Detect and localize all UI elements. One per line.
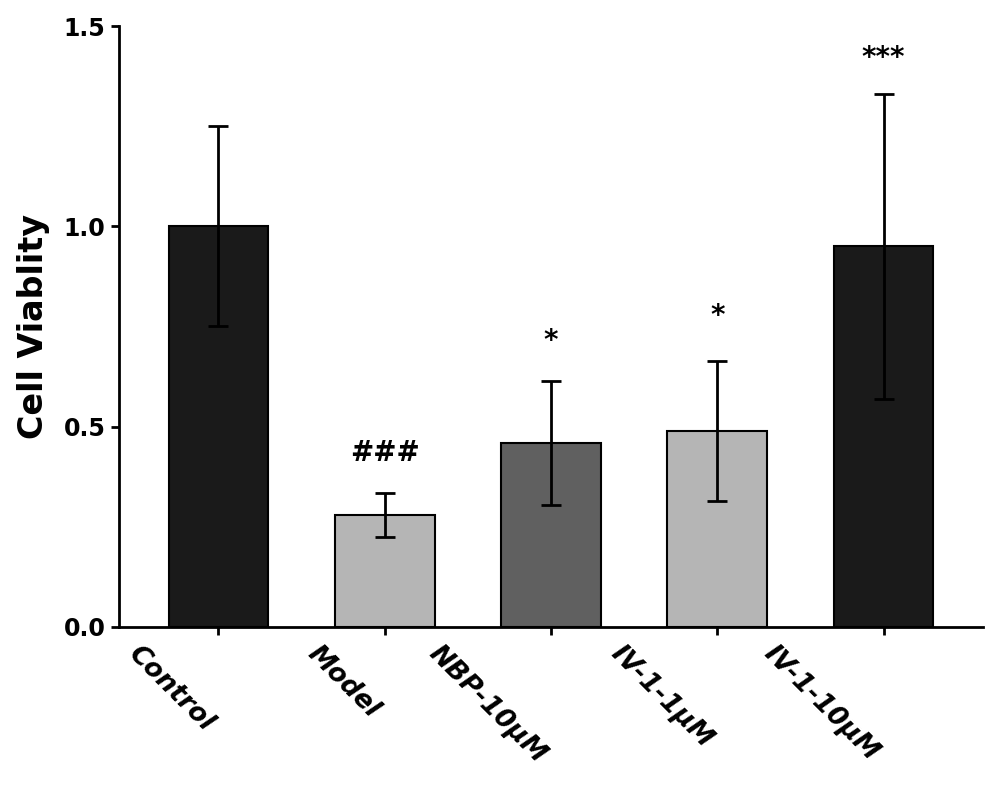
Bar bbox=[335, 515, 435, 626]
Text: *: * bbox=[544, 327, 558, 355]
Bar bbox=[169, 226, 268, 626]
Y-axis label: Cell Viablity: Cell Viablity bbox=[17, 214, 50, 439]
Bar bbox=[501, 443, 601, 626]
Text: ***: *** bbox=[862, 44, 905, 72]
Bar bbox=[667, 431, 767, 626]
Text: ###: ### bbox=[350, 439, 420, 466]
Bar bbox=[834, 246, 933, 626]
Text: *: * bbox=[710, 302, 725, 330]
